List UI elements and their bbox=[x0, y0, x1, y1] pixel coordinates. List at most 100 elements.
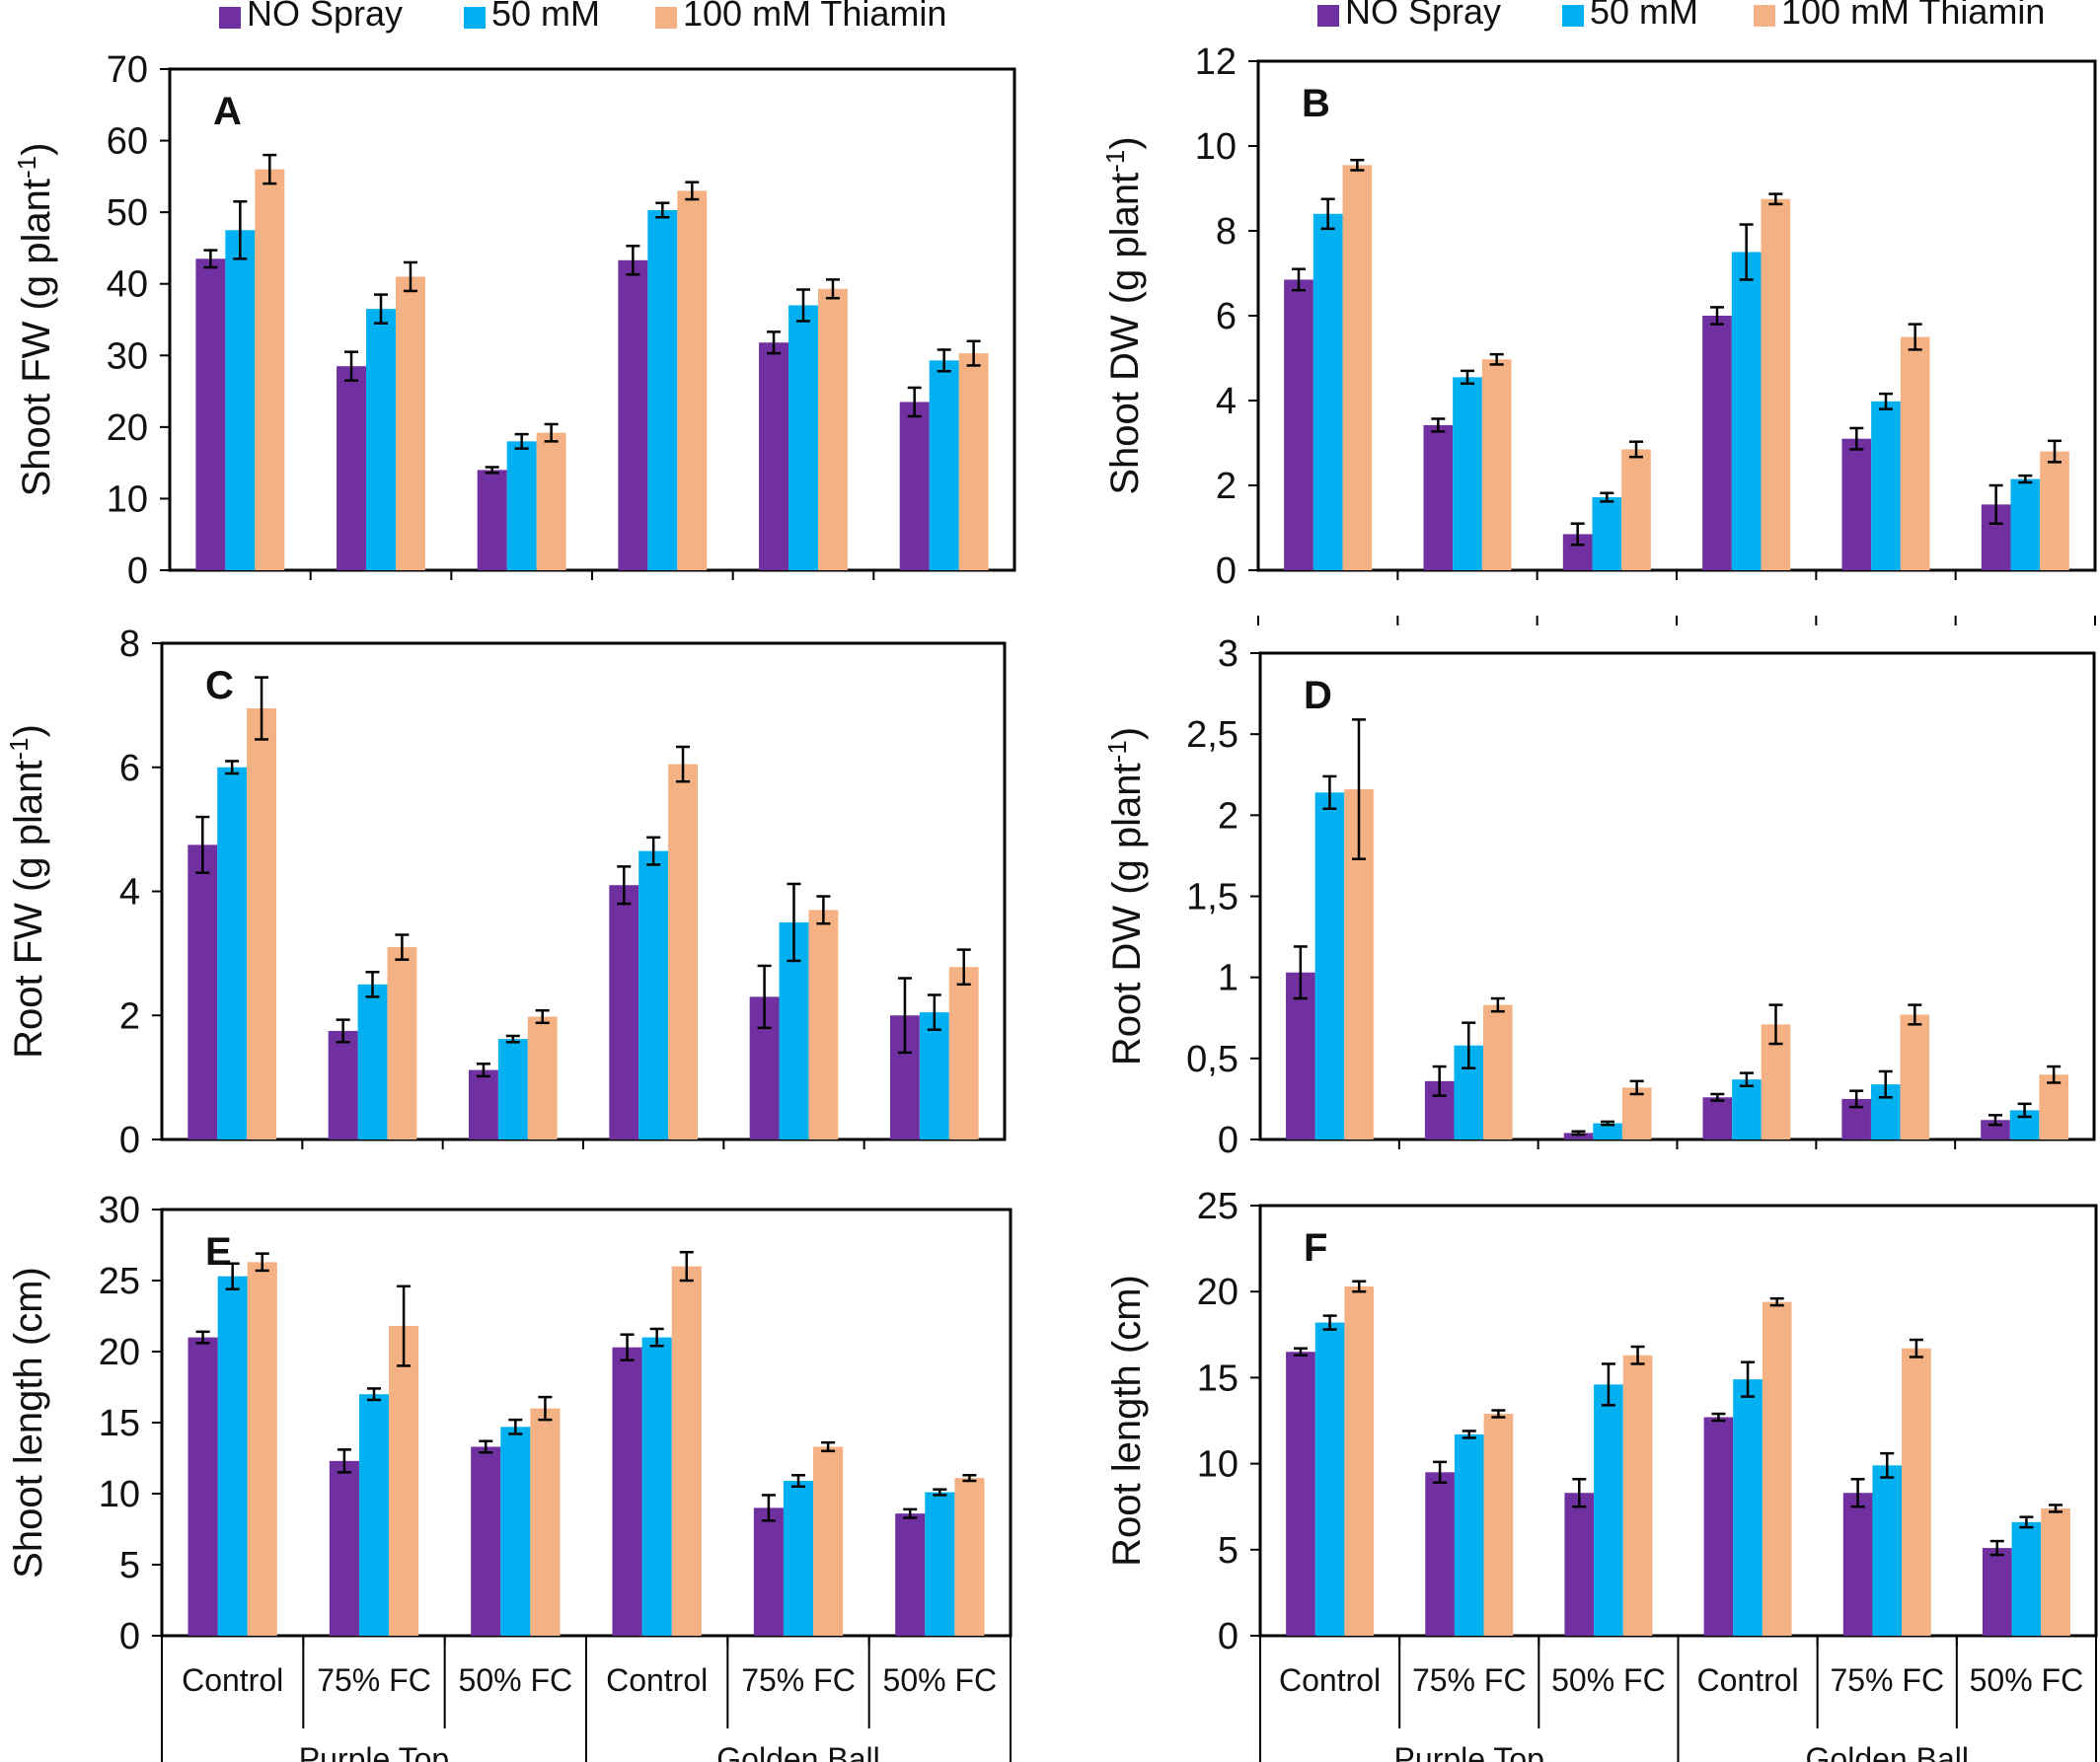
bar-50-mm bbox=[225, 230, 256, 571]
bar-50-mm bbox=[358, 1394, 390, 1636]
bar-50-mm bbox=[1593, 1123, 1622, 1139]
bar-50-mm bbox=[925, 1492, 955, 1636]
y-tick-label: 4 bbox=[119, 872, 140, 914]
bar-50-mm bbox=[357, 984, 388, 1139]
bar-100-mm-thiamin bbox=[1761, 198, 1791, 570]
legend: NO Spray 50 mM 100 mM Thiamin bbox=[1317, 0, 2045, 32]
category-label: 50% FC bbox=[459, 1662, 573, 1698]
bar-no-spray bbox=[759, 342, 789, 570]
bar-50-mm bbox=[497, 1039, 528, 1139]
y-tick-label: 10 bbox=[99, 1474, 140, 1515]
y-tick-label: 8 bbox=[1216, 211, 1237, 253]
bar-100-mm-thiamin bbox=[530, 1408, 561, 1636]
y-tick-label: 12 bbox=[1195, 41, 1237, 83]
panel-d: 0 0,5 1 1,5 2 2,5 3 Root DW (g plant-1) D bbox=[1102, 633, 2096, 1161]
bar-50-mm bbox=[1871, 401, 1901, 570]
category-label: Control bbox=[182, 1662, 283, 1698]
plot-frame bbox=[168, 67, 1016, 572]
plot-frame bbox=[160, 1208, 1012, 1638]
bar-100-mm-thiamin bbox=[247, 708, 277, 1139]
y-tick-label: 0 bbox=[119, 1120, 140, 1161]
bar-100-mm-thiamin bbox=[1762, 1301, 1792, 1636]
category-label: 75% FC bbox=[741, 1662, 856, 1698]
bar-100-mm-thiamin bbox=[958, 353, 989, 570]
bar-50-mm bbox=[1732, 1079, 1762, 1139]
y-tick-label: 6 bbox=[119, 748, 140, 789]
bar-50-mm bbox=[1594, 1384, 1623, 1636]
y-tick-label: 3 bbox=[1218, 633, 1238, 675]
y-tick-label: 0 bbox=[127, 551, 148, 592]
panel-e: 0 5 10 15 20 25 30 Shoot length (cm) E bbox=[7, 1190, 1012, 1657]
category-label: 50% FC bbox=[883, 1662, 998, 1698]
bar-50-mm bbox=[506, 441, 537, 570]
bar-50-mm bbox=[1314, 1322, 1345, 1636]
bar-50-mm bbox=[647, 209, 678, 571]
y-tick-label: 0 bbox=[1216, 551, 1237, 592]
y-tick-label: 30 bbox=[107, 335, 148, 377]
bar-no-spray bbox=[1702, 316, 1732, 570]
panel-letter: F bbox=[1304, 1226, 1327, 1270]
y-axis-label: Root length (cm) bbox=[1105, 1275, 1149, 1567]
panel-letter: C bbox=[205, 664, 234, 707]
y-tick-label: 2 bbox=[1216, 466, 1237, 507]
y-tick-label: 15 bbox=[1197, 1358, 1238, 1399]
bar-100-mm-thiamin bbox=[2040, 451, 2069, 570]
y-tick-label: 60 bbox=[107, 121, 148, 163]
bar-100-mm-thiamin bbox=[2039, 1074, 2068, 1139]
category-label: Control bbox=[606, 1662, 708, 1698]
legend-swatch bbox=[1562, 5, 1584, 27]
y-tick-label: 0 bbox=[1218, 1120, 1238, 1161]
y-tick-label: 30 bbox=[99, 1190, 140, 1231]
bar-100-mm-thiamin bbox=[2041, 1507, 2070, 1636]
y-tick-label: 0,5 bbox=[1186, 1039, 1238, 1080]
bar-no-spray bbox=[468, 1069, 498, 1139]
bar-no-spray bbox=[618, 259, 648, 570]
bar-no-spray bbox=[329, 1460, 359, 1636]
bar-100-mm-thiamin bbox=[1900, 1014, 1930, 1139]
y-tick-label: 6 bbox=[1216, 296, 1237, 337]
legend-label: 50 mM bbox=[1590, 0, 1698, 32]
category-label: 50% FC bbox=[1551, 1662, 1666, 1698]
group-label: Purple Top bbox=[299, 1741, 449, 1762]
y-tick-label: 2 bbox=[1218, 795, 1238, 837]
category-label: 50% FC bbox=[1970, 1662, 2084, 1698]
category-axis-right: Control 75% FC 50% FC Control 75% FC 50% FC Pu… bbox=[1259, 1636, 2097, 1762]
bar-no-spray bbox=[753, 1507, 784, 1636]
bar-no-spray bbox=[1841, 438, 1872, 570]
bar-100-mm-thiamin bbox=[247, 1262, 277, 1636]
bar-100-mm-thiamin bbox=[677, 190, 708, 570]
bar-100-mm-thiamin bbox=[1621, 449, 1651, 570]
legend-label: NO Spray bbox=[247, 0, 403, 34]
bar-no-spray bbox=[1425, 1472, 1455, 1636]
legend: NO Spray 50 mM 100 mM Thiamin bbox=[219, 0, 946, 34]
bar-100-mm-thiamin bbox=[1344, 1285, 1375, 1636]
panel-letter: A bbox=[213, 90, 242, 133]
y-tick-label: 20 bbox=[99, 1332, 140, 1373]
bar-no-spray bbox=[1563, 1133, 1594, 1139]
bar-no-spray bbox=[477, 470, 507, 570]
bar-100-mm-thiamin bbox=[948, 967, 979, 1139]
y-tick-label: 10 bbox=[1197, 1444, 1238, 1486]
y-tick-label: 4 bbox=[1216, 381, 1237, 422]
bar-50-mm bbox=[1453, 377, 1482, 570]
legend-swatch bbox=[655, 7, 677, 29]
bar-100-mm-thiamin bbox=[389, 1326, 419, 1636]
bar-50-mm bbox=[217, 767, 248, 1139]
y-tick-label: 25 bbox=[1197, 1186, 1238, 1227]
panel-letter: D bbox=[1304, 674, 1332, 717]
bar-100-mm-thiamin bbox=[387, 947, 417, 1139]
bar-100-mm-thiamin bbox=[1483, 1414, 1514, 1636]
y-tick-label: 2 bbox=[119, 995, 140, 1037]
bar-50-mm bbox=[1733, 1379, 1762, 1636]
bar-100-mm-thiamin bbox=[808, 910, 839, 1139]
bar-no-spray bbox=[895, 1513, 926, 1636]
bar-100-mm-thiamin bbox=[954, 1478, 985, 1636]
y-tick-label: 10 bbox=[107, 478, 148, 520]
y-axis-label: Shoot DW (g plant-1) bbox=[1100, 136, 1147, 494]
legend-label: NO Spray bbox=[1345, 0, 1501, 32]
bar-50-mm bbox=[1731, 252, 1762, 570]
bar-50-mm bbox=[217, 1276, 248, 1636]
bar-no-spray bbox=[1286, 1352, 1315, 1636]
y-tick-label: 15 bbox=[99, 1403, 140, 1444]
bar-100-mm-thiamin bbox=[1483, 1004, 1513, 1139]
